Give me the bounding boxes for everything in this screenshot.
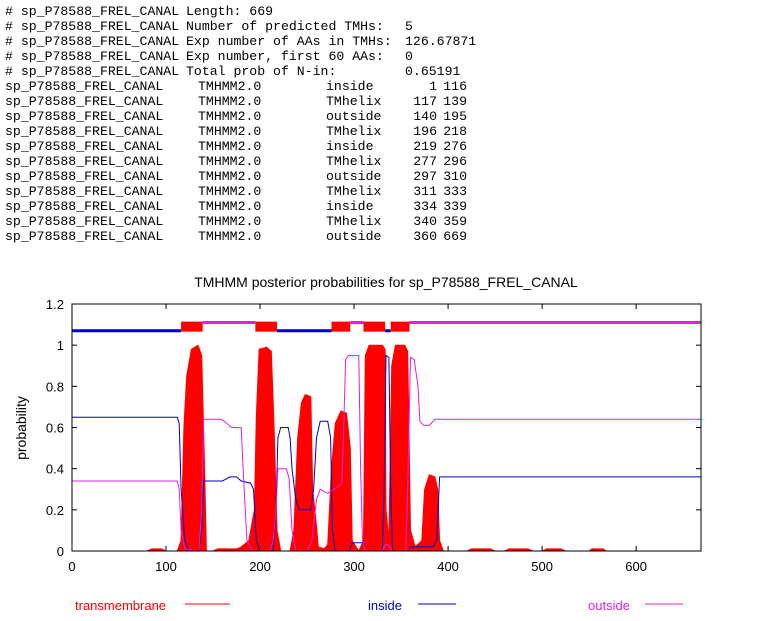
summary-prefix: # sp_P78588_FREL_CANAL — [5, 19, 180, 34]
region-start: 1 — [429, 79, 437, 94]
y-tick-label: 0.8 — [46, 379, 64, 394]
summary-label: Total prob of N-in: — [186, 64, 337, 79]
region-start: 334 — [413, 199, 437, 214]
seq-id: sp_P78588_FREL_CANAL — [5, 169, 164, 184]
region-end: 359 — [443, 214, 467, 229]
seq-id: sp_P78588_FREL_CANAL — [5, 229, 164, 244]
region-type: outside — [326, 229, 382, 244]
chart-title: TMHMM posterior probabilities for sp_P78… — [194, 274, 578, 290]
tm-helix-bar — [255, 321, 277, 332]
region-start: 196 — [413, 124, 437, 139]
method: TMHMM2.0 — [198, 184, 262, 199]
tm-helix-bar — [181, 321, 203, 332]
y-tick-label: 0.6 — [46, 421, 64, 436]
region-type: outside — [326, 109, 382, 124]
outside-line — [72, 355, 701, 552]
summary-prefix: # sp_P78588_FREL_CANAL — [5, 4, 180, 19]
region-type: TMhelix — [326, 154, 382, 169]
method: TMHMM2.0 — [198, 229, 262, 244]
region-start: 360 — [413, 229, 437, 244]
region-type: TMhelix — [326, 94, 382, 109]
x-tick-label: 400 — [437, 559, 459, 574]
legend-label-inside: inside — [368, 598, 402, 613]
region-type: TMhelix — [326, 124, 382, 139]
summary-prefix: # sp_P78588_FREL_CANAL — [5, 49, 180, 64]
seq-id: sp_P78588_FREL_CANAL — [5, 139, 164, 154]
seq-id: sp_P78588_FREL_CANAL — [5, 199, 164, 214]
region-end: 339 — [443, 199, 467, 214]
x-tick-label: 300 — [343, 559, 365, 574]
region-start: 311 — [413, 184, 437, 199]
summary-label: Length: 669 — [186, 4, 274, 19]
x-tick-label: 500 — [531, 559, 553, 574]
region-end: 310 — [443, 169, 467, 184]
region-start: 340 — [413, 214, 437, 229]
region-end: 218 — [443, 124, 467, 139]
seq-id: sp_P78588_FREL_CANAL — [5, 79, 164, 94]
summary-label: Number of predicted TMHs: — [186, 19, 384, 34]
y-tick-label: 0.4 — [46, 462, 64, 477]
y-tick-label: 0.2 — [46, 503, 64, 518]
region-start: 140 — [413, 109, 437, 124]
x-tick-label: 100 — [155, 559, 177, 574]
region-type: inside — [326, 139, 374, 154]
inside-line — [72, 354, 701, 552]
tm-helix-bar — [390, 321, 410, 332]
region-start: 219 — [413, 139, 437, 154]
x-tick-label: 200 — [249, 559, 271, 574]
region-type: inside — [326, 199, 374, 214]
summary-value: 5 — [405, 19, 413, 34]
seq-id: sp_P78588_FREL_CANAL — [5, 184, 164, 199]
x-tick-label: 0 — [68, 559, 75, 574]
region-end: 195 — [443, 109, 467, 124]
region-end: 296 — [443, 154, 467, 169]
region-end: 333 — [443, 184, 467, 199]
y-tick-label: 1 — [57, 338, 64, 353]
region-type: TMhelix — [326, 214, 382, 229]
summary-value: 0 — [405, 49, 413, 64]
method: TMHMM2.0 — [198, 199, 262, 214]
region-start: 117 — [413, 94, 437, 109]
seq-id: sp_P78588_FREL_CANAL — [5, 94, 164, 109]
summary-prefix: # sp_P78588_FREL_CANAL — [5, 64, 180, 79]
method: TMHMM2.0 — [198, 94, 262, 109]
region-type: outside — [326, 169, 382, 184]
region-end: 139 — [443, 94, 467, 109]
summary-label: Exp number of AAs in TMHs: — [186, 34, 392, 49]
seq-id: sp_P78588_FREL_CANAL — [5, 154, 164, 169]
summary-label: Exp number, first 60 AAs: — [186, 49, 384, 64]
method: TMHMM2.0 — [198, 154, 262, 169]
seq-id: sp_P78588_FREL_CANAL — [5, 109, 164, 124]
y-axis-label: probability — [13, 396, 29, 460]
summary-prefix: # sp_P78588_FREL_CANAL — [5, 34, 180, 49]
y-tick-label: 0 — [57, 544, 64, 559]
y-tick-label: 1.2 — [46, 297, 64, 312]
plot-frame — [71, 303, 702, 552]
legend-label-transmembrane: transmembrane — [75, 598, 166, 613]
region-start: 277 — [413, 154, 437, 169]
method: TMHMM2.0 — [198, 139, 262, 154]
region-start: 297 — [413, 169, 437, 184]
tm-helix-bar — [363, 321, 386, 332]
method: TMHMM2.0 — [198, 124, 262, 139]
method: TMHMM2.0 — [198, 109, 262, 124]
summary-value: 0.65191 — [405, 64, 461, 79]
region-end: 669 — [443, 229, 467, 244]
x-tick-label: 600 — [625, 559, 647, 574]
method: TMHMM2.0 — [198, 79, 262, 94]
legend-label-outside: outside — [588, 598, 630, 613]
seq-id: sp_P78588_FREL_CANAL — [5, 214, 164, 229]
transmembrane-area — [72, 344, 701, 553]
region-type: inside — [326, 79, 374, 94]
method: TMHMM2.0 — [198, 214, 262, 229]
region-end: 276 — [443, 139, 467, 154]
region-type: TMhelix — [326, 184, 382, 199]
method: TMHMM2.0 — [198, 169, 262, 184]
region-end: 116 — [443, 79, 467, 94]
seq-id: sp_P78588_FREL_CANAL — [5, 124, 164, 139]
tm-helix-bar — [331, 321, 351, 332]
summary-value: 126.67871 — [405, 34, 477, 49]
